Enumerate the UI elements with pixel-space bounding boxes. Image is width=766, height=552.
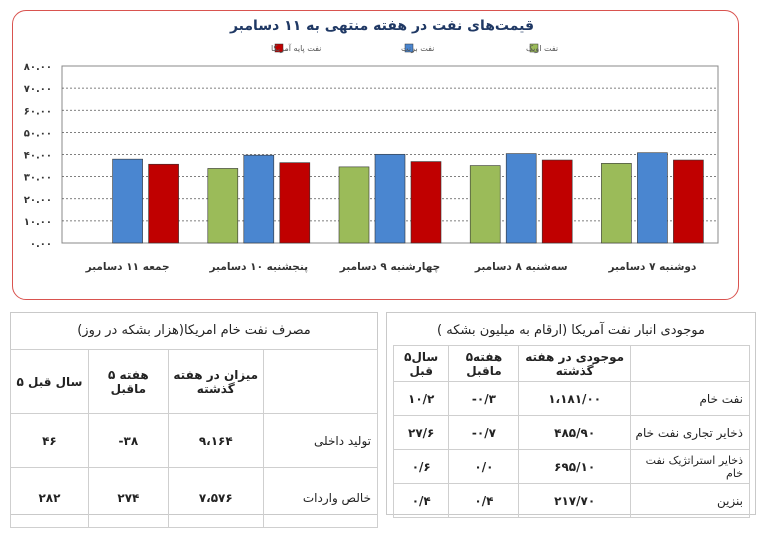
chart-title: قیمت‌های نفت در هفته منتهی به ۱۱ دسامبر (229, 18, 534, 34)
table-header-row: ۵ سال قبل ۵ هفته ماقبل میزان در هفته گذش… (10, 349, 379, 414)
cell-five-years: ۱۰/۲ (392, 381, 450, 416)
table-row: ۰/۶ ۰/۰ ۶۹۵/۱۰ ذخایر استراتژیک نفت خام (392, 449, 751, 484)
cell-five-weeks: ۲۷۴ (87, 467, 169, 528)
x-tick-label: پنجشنبه ۱۰ دسامبر (209, 261, 309, 273)
bar (469, 165, 501, 244)
table-row: ۲۷/۶ -۰/۷ ۴۸۵/۹۰ ذخایر تجاری نفت خام (392, 415, 751, 450)
legend-swatch (404, 43, 414, 53)
cell-last-week: ۶۹۵/۱۰ (518, 449, 631, 484)
y-tick-label: ۷۰.۰۰ (24, 84, 52, 95)
cell-five-years: ۰/۶ (392, 449, 450, 484)
y-tick-label: ۱۰.۰۰ (24, 217, 52, 228)
cell-last-week: ۹،۱۶۴ (167, 413, 264, 468)
chart-legend: نفت پایه آمریکا نفت برنت نفت اوپک (271, 43, 558, 53)
oil-price-chart: قیمت‌های نفت در هفته منتهی به ۱۱ دسامبر … (24, 18, 719, 273)
y-tick-label: ۰.۰۰ (30, 239, 52, 250)
y-tick-label: ۵۰.۰۰ (24, 128, 52, 139)
col-header-five-weeks: ۵ هفته ماقبل (87, 349, 169, 414)
legend-label: نفت برنت (401, 44, 434, 53)
bar (338, 166, 370, 244)
bar (505, 153, 537, 244)
col-header-last-week: میزان در هفته گذشته (167, 349, 264, 414)
cell-five-years: ۲۸۲ (10, 467, 89, 528)
row-label: ذخایر استراتژیک نفت خام (629, 449, 751, 484)
bar (112, 158, 143, 244)
col-header-five-weeks: ۵هفته ماقبل (448, 345, 520, 382)
cell-last-week: ۴۸۵/۹۰ (518, 415, 631, 450)
x-tick-label: دوشنبه ۷ دسامبر (607, 261, 697, 273)
y-tick-label: ۸۰.۰۰ (24, 62, 52, 73)
x-tick-label: سه‌شنبه ۸ دسامبر (474, 261, 568, 273)
row-label: نفت خام (629, 381, 751, 416)
cell-five-weeks: -۳۸ (87, 413, 169, 468)
table-row: ۴۶ -۳۸ ۹،۱۶۴ تولید داخلی (10, 413, 379, 468)
col-header-label (262, 349, 379, 414)
col-header-last-week: موجودی در هفته گذشته (518, 345, 631, 382)
cell-last-week: ۱،۱۸۱/۰۰ (518, 381, 631, 416)
bar (601, 163, 632, 244)
consumption-title: مصرف نفت خام امریکا(هزار بشکه در روز) (77, 323, 311, 338)
row-label: خالص واردات (262, 467, 379, 528)
inventory-table: ۵سال قبل ۵هفته ماقبل موجودی در هفته گذشت… (392, 345, 751, 518)
bar (243, 154, 275, 244)
bar (279, 162, 311, 244)
x-tick-label: چهارشنبه ۹ دسامبر (339, 261, 440, 273)
table-row: ۲۸۲ ۲۷۴ ۷،۵۷۶ خالص واردات (10, 467, 379, 528)
bar (410, 161, 442, 244)
col-header-five-years: ۵سال قبل (392, 345, 450, 382)
table-header-row: ۵سال قبل ۵هفته ماقبل موجودی در هفته گذشت… (392, 345, 751, 382)
cell-five-weeks: ۰/۰ (448, 449, 520, 484)
cell-last-week: ۲۱۷/۷۰ (518, 483, 631, 518)
legend-swatch (274, 43, 284, 53)
cell-five-years: ۲۷/۶ (392, 415, 450, 450)
y-tick-label: ۳۰.۰۰ (24, 173, 52, 184)
bar (541, 159, 573, 244)
cell-five-years: ۴۶ (10, 413, 89, 468)
legend-label: نفت اوپک (526, 44, 558, 53)
y-tick-label: ۴۰.۰۰ (24, 151, 52, 162)
bar (207, 168, 239, 244)
table-row: ۰/۴ ۰/۴ ۲۱۷/۷۰ بنزین (392, 483, 751, 518)
cell-five-weeks: ۰/۴ (448, 483, 520, 518)
row-label: بنزین (629, 483, 751, 518)
y-tick-label: ۲۰.۰۰ (24, 195, 52, 206)
row-label: ذخایر تجاری نفت خام (629, 415, 751, 450)
plot-area: ۰.۰۰ ۱۰.۰۰ ۲۰.۰۰ ۳۰.۰۰ ۴۰.۰۰ ۵۰.۰۰ ۶۰.۰۰ ۷۰.۰۰ ۸… (24, 62, 719, 273)
x-tick-label: جمعه ۱۱ دسامبر (85, 261, 170, 273)
table-row: ۱۰/۲ -۰/۳ ۱،۱۸۱/۰۰ نفت خام (392, 381, 751, 416)
cell-five-years: ۰/۴ (392, 483, 450, 518)
bar (148, 163, 179, 244)
consumption-table: ۵ سال قبل ۵ هفته ماقبل میزان در هفته گذش… (10, 349, 379, 528)
row-label: تولید داخلی (262, 413, 379, 468)
cell-last-week: ۷،۵۷۶ (167, 467, 264, 528)
cell-five-weeks: -۰/۳ (448, 381, 520, 416)
cell-five-weeks: -۰/۷ (448, 415, 520, 450)
bar (637, 152, 668, 244)
y-tick-label: ۶۰.۰۰ (24, 106, 52, 117)
legend-swatch (529, 43, 539, 53)
legend-label: نفت پایه آمریکا (271, 43, 321, 53)
consumption-panel: مصرف نفت خام امریکا(هزار بشکه در روز) ۵ … (10, 312, 379, 528)
bar (673, 159, 704, 244)
inventory-panel: موجودی انبار نفت آمریکا (ارقام به میلیون… (386, 312, 756, 518)
inventory-title: موجودی انبار نفت آمریکا (ارقام به میلیون… (437, 323, 705, 338)
col-header-label (629, 345, 751, 382)
bar (374, 153, 406, 244)
col-header-five-years: ۵ سال قبل (10, 349, 89, 414)
